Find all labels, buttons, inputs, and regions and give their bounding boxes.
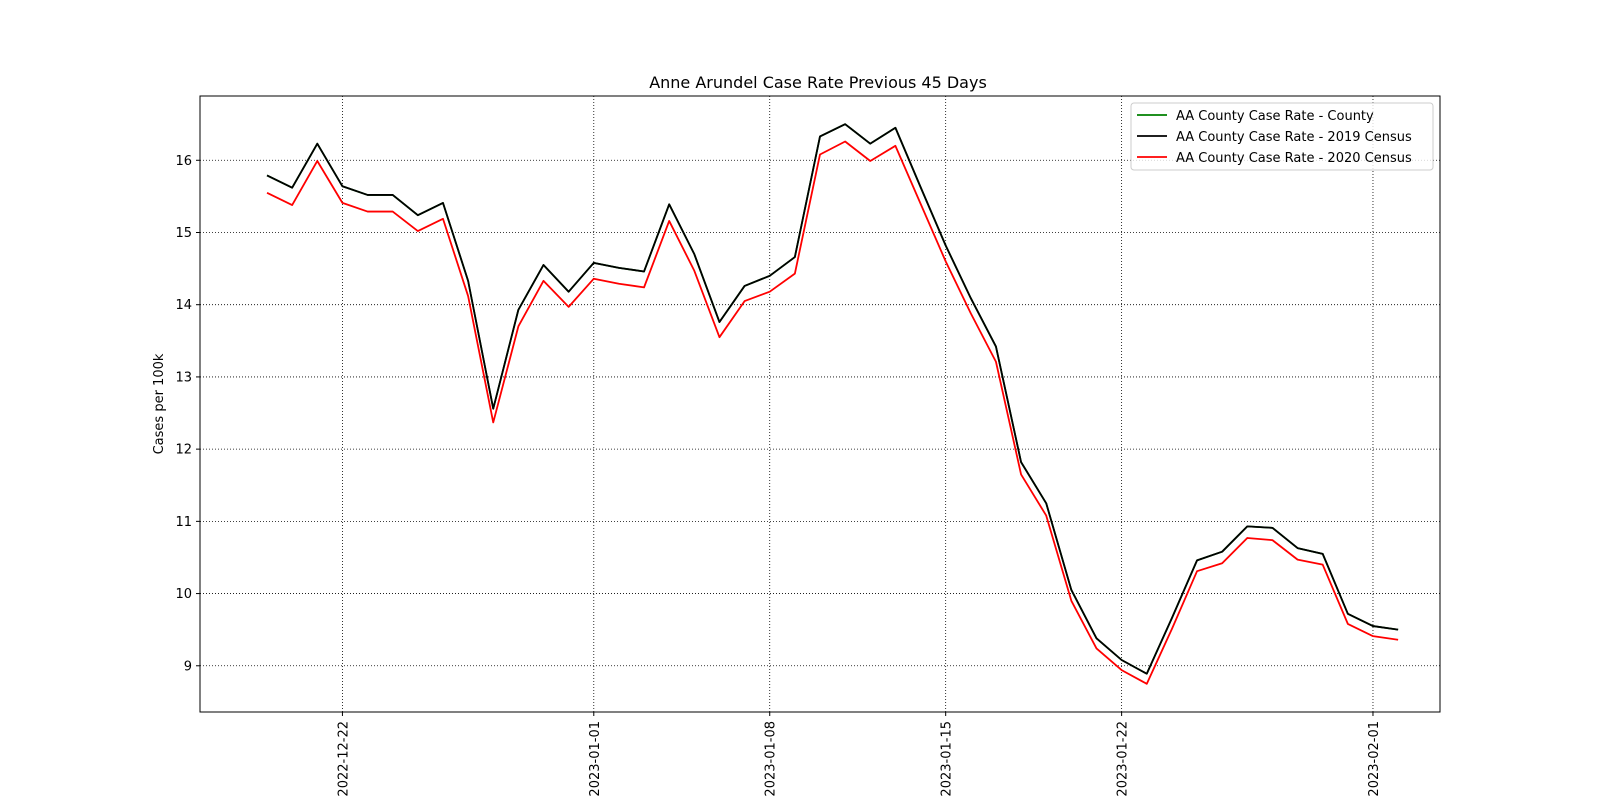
legend-label: AA County Case Rate - County (1176, 109, 1374, 124)
x-axis-ticks: 2022-12-22 2023-01-01 2023-01-08 2023-01-15… (336, 712, 1382, 797)
x-tick-label: 2023-02-01 (1367, 721, 1382, 797)
chart-title: Anne Arundel Case Rate Previous 45 Days (649, 73, 987, 92)
x-tick-label: 2023-01-15 (940, 721, 955, 797)
y-tick-label: 13 (175, 370, 192, 385)
legend-box (1130, 102, 1434, 171)
y-tick-label: 16 (175, 154, 192, 169)
y-axis-label: Cases per 100k (152, 353, 167, 454)
series-lines (266, 123, 1399, 685)
series-line-3 (266, 140, 1399, 685)
legend-label: AA County Case Rate - 2020 Census (1176, 151, 1412, 166)
y-tick-label: 9 (184, 659, 192, 674)
x-tick-label: 2022-12-22 (336, 721, 351, 797)
legend-label: AA County Case Rate - 2019 Census (1176, 130, 1412, 145)
plot-frame (199, 95, 1441, 713)
x-tick-label: 2023-01-08 (764, 721, 779, 797)
y-tick-label: 10 (175, 587, 192, 602)
y-tick-label: 12 (175, 443, 192, 458)
legend: AA County Case Rate - County AA County Ca… (1130, 102, 1434, 171)
x-tick-label: 2023-01-22 (1116, 721, 1131, 797)
series-line-2 (266, 123, 1399, 675)
grid-lines (200, 96, 1440, 712)
y-tick-label: 15 (175, 226, 192, 241)
y-tick-label: 11 (175, 515, 192, 530)
x-tick-label: 2023-01-01 (588, 721, 603, 797)
y-tick-label: 14 (175, 298, 192, 313)
y-axis-ticks: 9 10 11 12 13 14 15 16 (175, 154, 200, 674)
